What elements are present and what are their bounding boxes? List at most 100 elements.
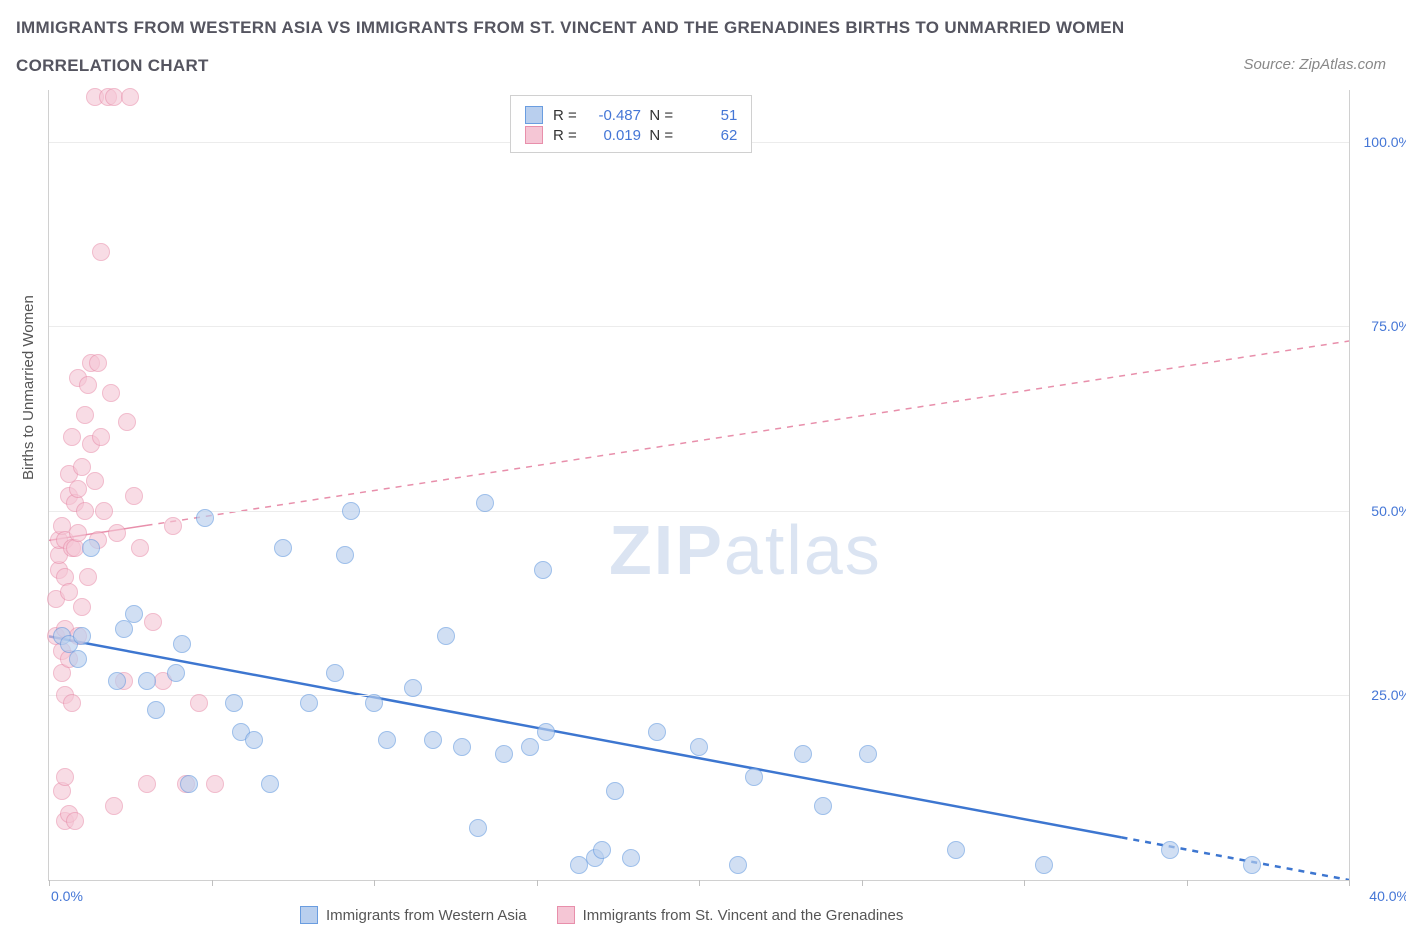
- scatter-point: [63, 428, 81, 446]
- scatter-point: [593, 841, 611, 859]
- scatter-point: [121, 88, 139, 106]
- x-tick-label: 0.0%: [51, 888, 83, 904]
- y-axis-label: Births to Unmarried Women: [20, 295, 37, 480]
- page-title: IMMIGRANTS FROM WESTERN ASIA VS IMMIGRAN…: [16, 18, 1125, 38]
- scatter-point: [537, 723, 555, 741]
- scatter-point: [437, 627, 455, 645]
- scatter-point: [60, 583, 78, 601]
- scatter-point: [453, 738, 471, 756]
- scatter-point: [225, 694, 243, 712]
- stats-legend-row: R =-0.487 N =51: [525, 106, 737, 124]
- scatter-point: [476, 494, 494, 512]
- watermark-zip: ZIP: [609, 511, 724, 589]
- stat-n-label: N =: [649, 107, 677, 124]
- scatter-point: [66, 812, 84, 830]
- x-tick-mark: [699, 880, 700, 886]
- scatter-point: [69, 524, 87, 542]
- stats-legend-row: R =0.019 N =62: [525, 126, 737, 144]
- scatter-point: [144, 613, 162, 631]
- scatter-point: [495, 745, 513, 763]
- scatter-point: [570, 856, 588, 874]
- scatter-point: [404, 679, 422, 697]
- scatter-point: [300, 694, 318, 712]
- scatter-point: [92, 243, 110, 261]
- trend-line: [1122, 837, 1350, 880]
- trend-lines-layer: [49, 90, 1349, 880]
- scatter-point: [147, 701, 165, 719]
- scatter-point: [63, 694, 81, 712]
- legend-label: Immigrants from St. Vincent and the Gren…: [583, 907, 904, 924]
- scatter-point: [118, 413, 136, 431]
- scatter-point: [79, 568, 97, 586]
- scatter-point: [131, 539, 149, 557]
- scatter-point: [1161, 841, 1179, 859]
- scatter-point: [745, 768, 763, 786]
- legend-swatch: [525, 126, 543, 144]
- scatter-point: [180, 775, 198, 793]
- scatter-point: [534, 561, 552, 579]
- y-tick-label: 75.0%: [1371, 318, 1406, 334]
- x-tick-mark: [212, 880, 213, 886]
- legend-item: Immigrants from St. Vincent and the Gren…: [557, 906, 904, 924]
- scatter-point: [190, 694, 208, 712]
- scatter-point: [1243, 856, 1261, 874]
- y-tick-label: 100.0%: [1364, 134, 1406, 150]
- trend-line: [147, 341, 1350, 525]
- scatter-point: [108, 524, 126, 542]
- scatter-point: [261, 775, 279, 793]
- scatter-point: [138, 672, 156, 690]
- scatter-point: [69, 480, 87, 498]
- scatter-point: [814, 797, 832, 815]
- scatter-point: [102, 384, 120, 402]
- scatter-point: [56, 768, 74, 786]
- scatter-plot-area: ZIPatlas 25.0%50.0%75.0%100.0%0.0%40.0%: [48, 90, 1350, 881]
- scatter-point: [521, 738, 539, 756]
- scatter-point: [76, 406, 94, 424]
- scatter-point: [342, 502, 360, 520]
- scatter-point: [365, 694, 383, 712]
- gridline: [49, 326, 1349, 327]
- stat-r-value: -0.487: [581, 107, 641, 124]
- legend-swatch: [557, 906, 575, 924]
- stat-r-value: 0.019: [581, 127, 641, 144]
- scatter-point: [606, 782, 624, 800]
- x-tick-mark: [1024, 880, 1025, 886]
- scatter-point: [95, 502, 113, 520]
- y-tick-label: 25.0%: [1371, 687, 1406, 703]
- scatter-point: [108, 672, 126, 690]
- scatter-point: [105, 797, 123, 815]
- scatter-point: [79, 376, 97, 394]
- scatter-point: [69, 650, 87, 668]
- scatter-point: [73, 458, 91, 476]
- legend-swatch: [525, 106, 543, 124]
- x-tick-label: 40.0%: [1369, 888, 1406, 904]
- scatter-point: [469, 819, 487, 837]
- scatter-point: [274, 539, 292, 557]
- scatter-point: [378, 731, 396, 749]
- stat-n-value: 62: [677, 127, 737, 144]
- stat-n-label: N =: [649, 127, 677, 144]
- scatter-point: [73, 598, 91, 616]
- stat-r-label: R =: [553, 107, 581, 124]
- scatter-point: [167, 664, 185, 682]
- y-tick-label: 50.0%: [1371, 503, 1406, 519]
- legend-label: Immigrants from Western Asia: [326, 907, 527, 924]
- scatter-point: [794, 745, 812, 763]
- legend-swatch: [300, 906, 318, 924]
- x-tick-mark: [537, 880, 538, 886]
- scatter-point: [690, 738, 708, 756]
- page-subtitle: CORRELATION CHART: [16, 56, 209, 76]
- x-tick-mark: [374, 880, 375, 886]
- scatter-point: [206, 775, 224, 793]
- scatter-point: [729, 856, 747, 874]
- scatter-point: [89, 354, 107, 372]
- stats-legend: R =-0.487 N =51R =0.019 N =62: [510, 95, 752, 153]
- scatter-point: [73, 627, 91, 645]
- scatter-point: [859, 745, 877, 763]
- watermark-text: ZIPatlas: [609, 510, 882, 590]
- stat-n-value: 51: [677, 107, 737, 124]
- scatter-point: [1035, 856, 1053, 874]
- scatter-point: [138, 775, 156, 793]
- scatter-point: [196, 509, 214, 527]
- gridline: [49, 695, 1349, 696]
